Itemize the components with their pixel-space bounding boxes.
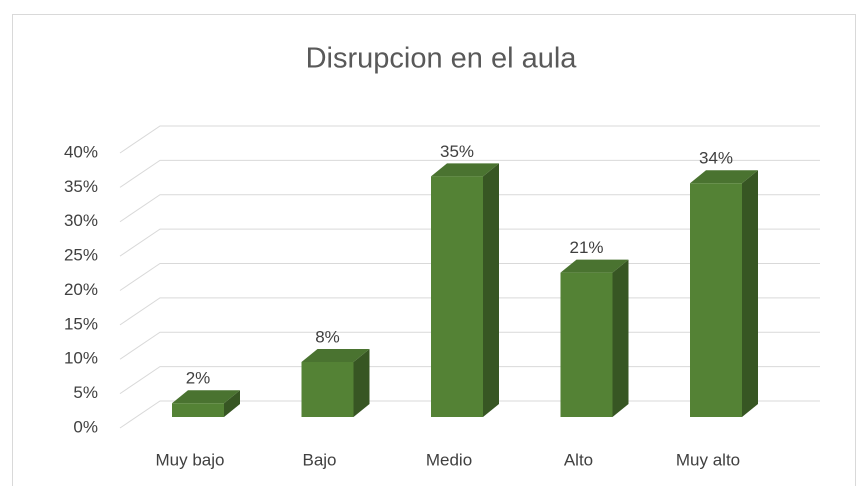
x-tick-label: Alto — [564, 450, 593, 469]
y-tick-label: 40% — [64, 142, 98, 161]
value-label: 35% — [440, 142, 474, 161]
bar — [172, 390, 240, 417]
x-tick-label: Muy bajo — [156, 450, 225, 469]
bar-top — [690, 170, 758, 184]
bar-top — [172, 390, 240, 404]
x-tick-label: Bajo — [302, 450, 336, 469]
bar-front — [690, 183, 742, 417]
y-tick-label: 35% — [64, 177, 98, 196]
bar-side — [353, 349, 370, 417]
bar-top — [431, 163, 499, 177]
bar — [301, 349, 370, 417]
bar-top — [560, 259, 629, 273]
y-tick-label: 5% — [73, 383, 98, 402]
y-tick-label: 15% — [64, 314, 98, 333]
bar — [690, 170, 758, 417]
bar-front — [560, 272, 613, 417]
bar-front — [172, 403, 224, 417]
value-label: 34% — [699, 149, 733, 168]
y-tick-label: 0% — [73, 417, 98, 436]
bar-side — [612, 259, 629, 417]
x-tick-label: Muy alto — [676, 450, 740, 469]
bar-side — [224, 390, 240, 417]
bar-side — [483, 163, 499, 417]
grid-line — [119, 194, 820, 223]
value-label: 8% — [315, 327, 340, 346]
bar — [431, 163, 499, 417]
y-tick-label: 25% — [64, 246, 98, 265]
x-tick-label: Medio — [426, 450, 472, 469]
chart-title: Disrupcion en el aula — [306, 43, 578, 75]
bar-side — [742, 170, 758, 417]
bar-front — [431, 176, 483, 417]
grid-line — [119, 159, 820, 188]
bar-top — [301, 349, 370, 362]
grid-line — [119, 125, 820, 154]
value-label: 21% — [569, 238, 603, 257]
y-tick-label: 30% — [64, 211, 98, 230]
y-tick-label: 20% — [64, 280, 98, 299]
bar — [560, 259, 629, 417]
grid-line — [119, 228, 820, 257]
y-tick-label: 10% — [64, 349, 98, 368]
bar-front — [301, 362, 354, 417]
value-label: 2% — [186, 369, 211, 388]
